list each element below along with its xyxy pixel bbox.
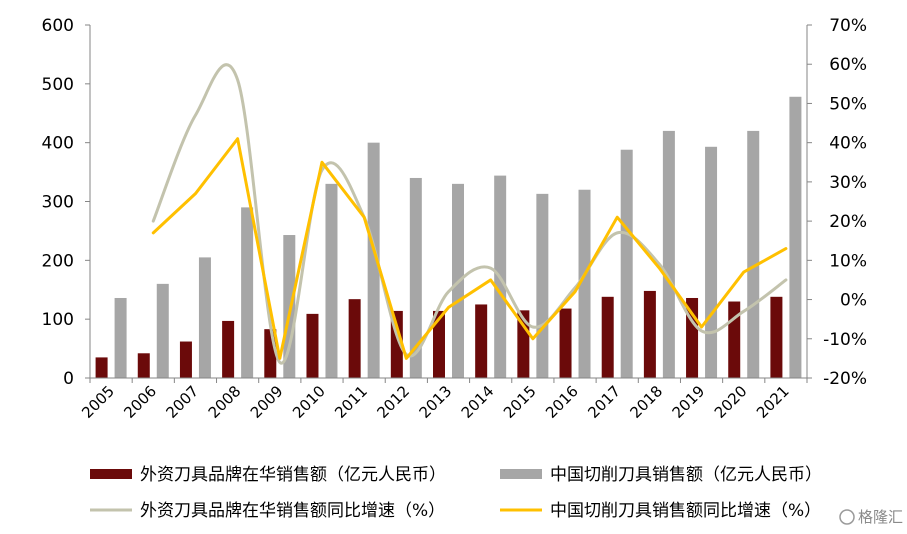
bar-2-2018 (662, 130, 675, 378)
bar-1-2007 (179, 341, 192, 378)
y-right-tick-label: 10% (829, 251, 867, 271)
x-tick-label: 2020 (711, 382, 751, 422)
y-left-tick-label: 600 (42, 16, 74, 36)
bar-layer (95, 96, 802, 378)
bar-2-2007 (198, 257, 211, 378)
x-tick-label: 2017 (584, 382, 624, 422)
y-left-tick-label: 100 (42, 310, 74, 330)
y-left-tick-label: 500 (42, 75, 74, 95)
bar-1-2013 (433, 310, 445, 378)
bar-2-2020 (747, 130, 760, 378)
y-right-tick-label: 0% (840, 291, 867, 311)
y-right-tick-label: 50% (829, 94, 867, 114)
bar-1-2005 (95, 357, 108, 378)
x-tick-label: 2018 (626, 382, 666, 422)
x-tick-label: 2006 (120, 382, 160, 422)
x-tick-label: 2010 (289, 382, 329, 422)
legend-item-3: 外资刀具品牌在华销售额同比增速（%） (90, 501, 445, 521)
y-right-tick-label: -10% (823, 330, 867, 350)
x-tick-label: 2007 (163, 382, 203, 422)
line-series-1 (151, 63, 788, 365)
legend-label-3: 外资刀具品牌在华销售额同比增速（%） (140, 501, 445, 521)
bar-1-2021 (770, 296, 783, 378)
watermark: 格隆汇 (839, 508, 903, 526)
y-right-tick-label: 20% (829, 212, 867, 232)
x-tick-label: 2005 (78, 382, 118, 422)
bar-1-2016 (559, 308, 572, 378)
legend-swatch-1 (90, 469, 132, 479)
x-tick-label: 2012 (373, 382, 413, 422)
bar-2-2015 (536, 193, 549, 378)
bar-1-2008 (222, 320, 235, 378)
bar-2-2016 (578, 189, 591, 378)
bar-2-2010 (325, 183, 338, 378)
x-tick-label: 2015 (500, 382, 540, 422)
legend-item-4: 中国切削刀具销售额同比增速（%） (500, 501, 821, 521)
y-left-tick-label: 0 (63, 369, 74, 389)
bar-1-2020 (728, 301, 741, 378)
bar-2-2012 (409, 177, 422, 378)
line-series-2 (151, 137, 788, 360)
x-tick-label: 2019 (669, 382, 709, 422)
y-left-tick-label: 400 (42, 134, 74, 154)
bar-2-2005 (114, 297, 127, 378)
y-left-tick-label: 200 (42, 251, 74, 271)
y-left-tick-label: 300 (42, 193, 74, 213)
y-right-tick-label: -20% (823, 369, 867, 389)
bar-1-2011 (348, 299, 361, 378)
legend: 外资刀具品牌在华销售额（亿元人民币） 中国切削刀具销售额（亿元人民币） 外资刀具品牌… (90, 465, 822, 521)
bar-1-2010 (306, 313, 319, 378)
bar-1-2018 (643, 290, 656, 378)
bar-1-2014 (475, 304, 488, 378)
y-right-tick-label: 60% (829, 55, 867, 75)
legend-item-2: 中国切削刀具销售额（亿元人民币） (500, 465, 822, 485)
x-tick-label: 2013 (416, 382, 456, 422)
legend-label-4: 中国切削刀具销售额同比增速（%） (550, 501, 821, 521)
y-right-tick-label: 30% (829, 173, 867, 193)
x-tick-label: 2009 (247, 382, 287, 422)
x-tick-label: 2011 (331, 382, 371, 422)
bar-2-2021 (789, 96, 802, 378)
y-right-tick-label: 70% (829, 16, 867, 36)
bar-2-2006 (156, 283, 169, 378)
bar-2-2017 (620, 149, 633, 378)
bar-1-2006 (137, 353, 150, 378)
legend-label-2: 中国切削刀具销售额（亿元人民币） (550, 465, 822, 485)
legend-item-1: 外资刀具品牌在华销售额（亿元人民币） (90, 465, 446, 485)
bar-2-2019 (705, 146, 718, 378)
watermark-logo-icon (839, 509, 855, 525)
line-layer (151, 63, 788, 365)
bar-2-2009 (283, 235, 296, 378)
watermark-text: 格隆汇 (858, 508, 903, 526)
bar-1-2017 (601, 296, 614, 378)
legend-label-1: 外资刀具品牌在华销售额（亿元人民币） (140, 465, 446, 485)
bar-2-2008 (241, 207, 254, 378)
bar-2-2011 (367, 142, 380, 378)
x-tick-label: 2016 (542, 382, 582, 422)
x-tick-label: 2014 (458, 382, 498, 422)
y-right-tick-label: 40% (829, 134, 867, 154)
x-tick-label: 2021 (753, 382, 793, 422)
legend-swatch-2 (500, 469, 542, 479)
x-tick-label: 2008 (205, 382, 245, 422)
